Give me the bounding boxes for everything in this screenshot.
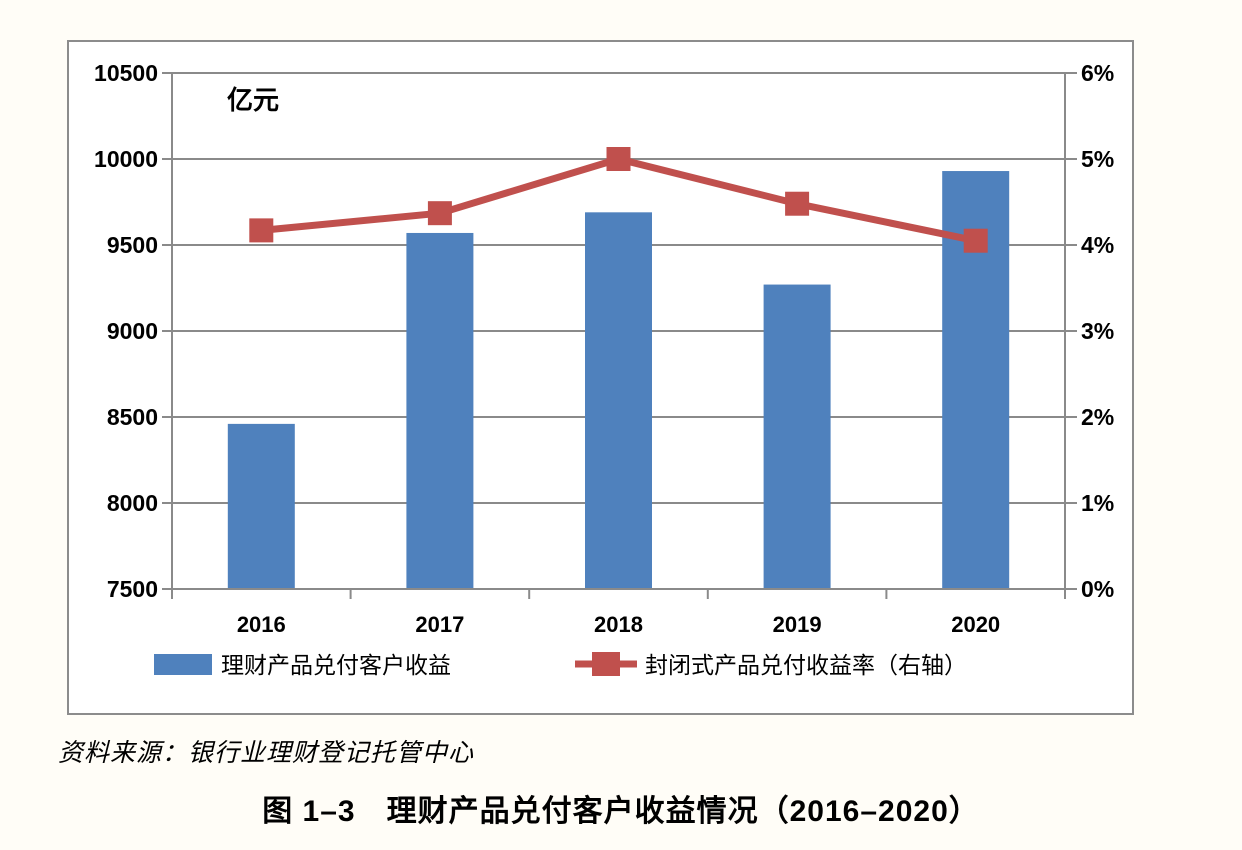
revenue-bar <box>227 423 295 589</box>
x-axis-label: 2020 <box>951 612 1000 637</box>
chart-panel: 7500 0% 8000 1% 8500 2% 9000 3% 9500 4% 10000 5% 105… <box>67 40 1134 715</box>
right-axis-tick-label: 1% <box>1081 490 1114 516</box>
right-axis-tick-label: 3% <box>1081 318 1114 344</box>
legend-line-marker <box>592 652 620 676</box>
left-axis-tick-label: 8500 <box>107 404 158 430</box>
figure-caption: 图 1–3 理财产品兑付客户收益情况（2016–2020） <box>262 795 980 828</box>
combo-chart: 7500 0% 8000 1% 8500 2% 9000 3% 9500 4% 10000 5% 105… <box>94 60 1114 678</box>
left-axis-tick-label: 9500 <box>107 232 158 258</box>
yield-marker <box>785 191 810 216</box>
left-axis-tick-label: 10000 <box>94 146 158 172</box>
x-axis-label: 2016 <box>237 612 286 637</box>
revenue-bar <box>585 212 652 589</box>
legend-line-label: 封闭式产品兑付收益率（右轴） <box>645 652 967 678</box>
left-axis-unit-label: 亿元 <box>227 85 280 115</box>
x-axis-label: 2018 <box>594 612 643 637</box>
right-axis-tick-label: 6% <box>1081 60 1114 86</box>
yield-marker <box>249 218 274 243</box>
left-axis-tick-label: 8000 <box>107 490 158 516</box>
right-axis-tick-label: 5% <box>1081 146 1114 172</box>
legend-bar-label: 理财产品兑付客户收益 <box>221 652 451 678</box>
left-axis-tick-label: 7500 <box>107 576 158 602</box>
legend-bar-swatch <box>154 654 212 675</box>
yield-marker <box>606 147 631 171</box>
yield-marker <box>963 228 988 253</box>
x-axis-label: 2019 <box>773 612 822 637</box>
revenue-bar <box>406 232 474 589</box>
left-axis-tick-label: 9000 <box>107 318 158 344</box>
data-source-note: 资料来源：银行业理财登记托管中心 <box>58 738 475 767</box>
revenue-bar <box>763 284 831 589</box>
left-axis-tick-label: 10500 <box>94 60 158 86</box>
yield-marker <box>427 201 452 226</box>
x-axis-label: 2017 <box>415 612 464 637</box>
right-axis-tick-label: 4% <box>1081 232 1114 258</box>
right-axis-tick-label: 2% <box>1081 404 1114 430</box>
right-axis-tick-label: 0% <box>1081 576 1114 602</box>
